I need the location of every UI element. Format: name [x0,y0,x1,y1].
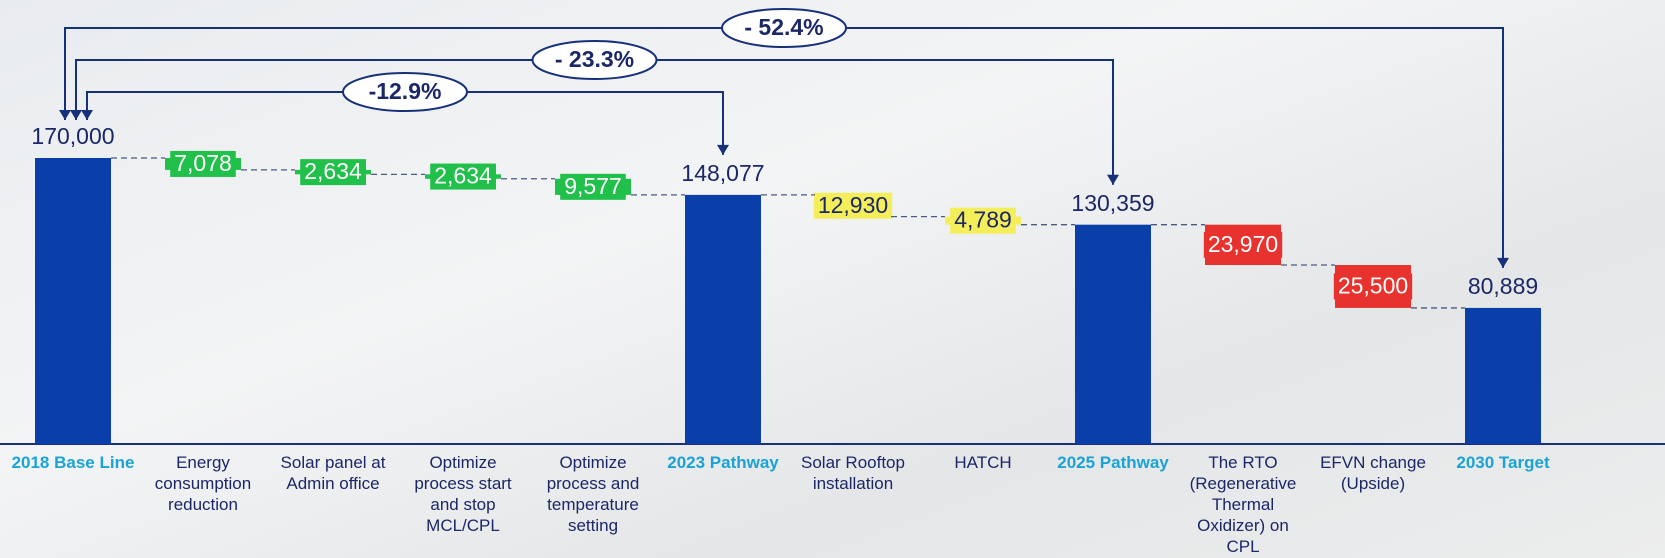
value-label: 4,789 [954,207,1012,233]
x-tick-label: EFVN change (Upside) [1310,452,1436,494]
annotation-text: - 23.3% [555,46,634,72]
value-label: 2,634 [434,163,492,189]
x-tick-label: Optimize process start and stop MCL/CPL [400,452,526,536]
x-tick-label: Solar panel at Admin office [270,452,396,494]
value-label: 23,970 [1208,231,1278,257]
value-label: 170,000 [31,123,114,149]
value-label: 148,077 [681,160,764,186]
x-tick-label: Energy consumption reduction [140,452,266,515]
bar [685,195,761,444]
bar [1465,308,1541,444]
arrow-head [81,110,93,120]
annotation-text: -12.9% [369,78,442,104]
value-label: 130,359 [1071,190,1154,216]
value-label: 7,078 [174,150,232,176]
x-tick-label: Solar Rooftop installation [790,452,916,494]
bar [1075,225,1151,444]
x-tick-label: 2030 Target [1440,452,1566,473]
value-label: 9,577 [564,173,622,199]
arrow-head [717,145,729,155]
x-tick-label: 2025 Pathway [1050,452,1176,473]
annotation-text: - 52.4% [744,14,823,40]
arrow-head [59,110,71,120]
x-tick-label: The RTO (Regenerative Thermal Oxidizer) … [1180,452,1306,557]
bar [35,158,111,444]
value-label: 80,889 [1468,273,1538,299]
annotation-arrow [65,28,1503,268]
value-label: 2,634 [304,158,362,184]
x-tick-label: 2018 Base Line [10,452,136,473]
chart: 170,000 7,078 2,634 2,634 9,577 148,077 12,930… [0,0,1665,558]
x-tick-label: Optimize process and temperature setting [530,452,656,536]
arrow-head [70,110,82,120]
x-tick-label: 2023 Pathway [660,452,786,473]
x-tick-label: HATCH [920,452,1046,473]
arrow-head [1107,175,1119,185]
value-label: 12,930 [818,192,888,218]
arrow-head [1497,258,1509,268]
value-label: 25,500 [1338,273,1408,299]
